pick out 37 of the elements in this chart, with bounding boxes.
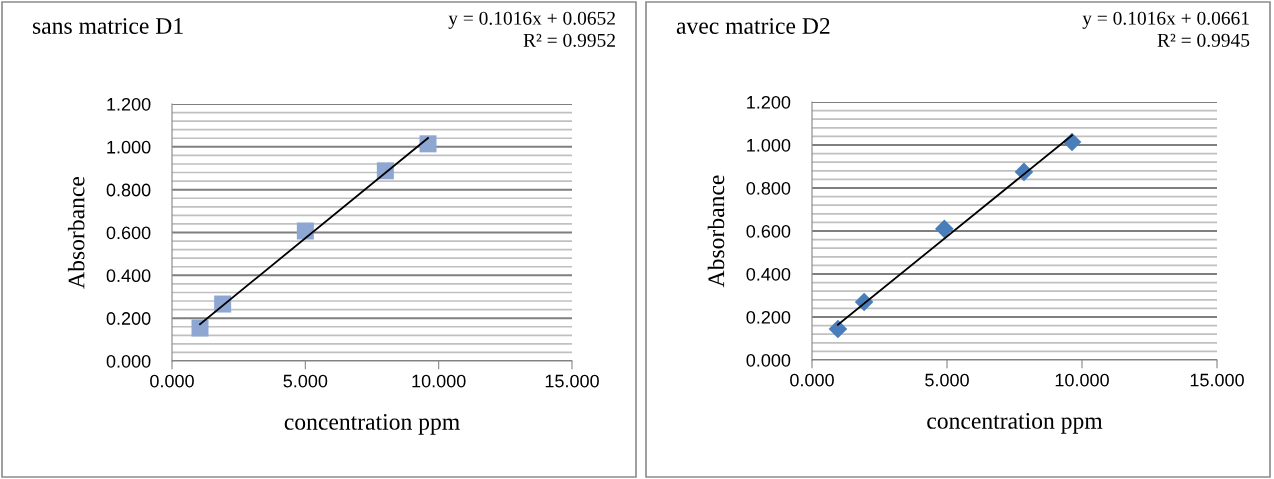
x-tick-label: 0.000 xyxy=(150,374,194,388)
y-tick-label: 0.400 xyxy=(106,269,151,283)
y-axis-title: Absorbance xyxy=(707,175,725,288)
text: R² = 0.9952 xyxy=(523,33,615,47)
chart-title: sans matrice D1 xyxy=(32,18,183,34)
y-tick-label: 0.200 xyxy=(106,312,151,325)
y-tick-label: 0.800 xyxy=(106,183,151,197)
point xyxy=(419,135,437,153)
x-tick-label: 15.000 xyxy=(545,374,599,388)
y-tick-label: 0.600 xyxy=(106,226,151,240)
y-tick-label: 0.000 xyxy=(106,354,151,368)
y-tick-label: 0.000 xyxy=(746,353,791,367)
x-tick-label: 15.000 xyxy=(1190,373,1244,387)
x-tick-label: 10.000 xyxy=(412,374,466,388)
text: y = 0.1016x + 0.0652 xyxy=(448,11,615,29)
y-tick-label: 0.200 xyxy=(746,310,791,324)
text: y = 0.1016x + 0.0661 xyxy=(1082,11,1249,29)
y-axis-title: Absorbance xyxy=(67,176,85,289)
x-tick-label: 10.000 xyxy=(1055,373,1109,387)
x-tick-label: 0.000 xyxy=(790,373,834,387)
chart-title: avec matrice D2 xyxy=(676,18,830,34)
point xyxy=(296,222,314,240)
y-tick-label: 1.000 xyxy=(747,138,791,152)
y-tick-label: 0.800 xyxy=(746,181,791,195)
x-tick-label: 5.000 xyxy=(925,373,969,387)
point xyxy=(828,319,848,339)
y-tick-label: 1.200 xyxy=(107,97,151,111)
point xyxy=(934,219,954,239)
y-tick-label: 1.000 xyxy=(107,140,151,154)
x-tick-label: 5.000 xyxy=(283,374,328,388)
y-tick-label: 0.600 xyxy=(746,224,791,238)
text: R² = 0.9945 xyxy=(1157,33,1250,47)
y-tick-label: 0.400 xyxy=(746,267,791,281)
y-tick-label: 1.200 xyxy=(747,95,791,109)
point xyxy=(191,319,209,337)
x-axis-title: concentration ppm xyxy=(284,414,460,435)
x-axis-title: concentration ppm xyxy=(927,413,1103,434)
